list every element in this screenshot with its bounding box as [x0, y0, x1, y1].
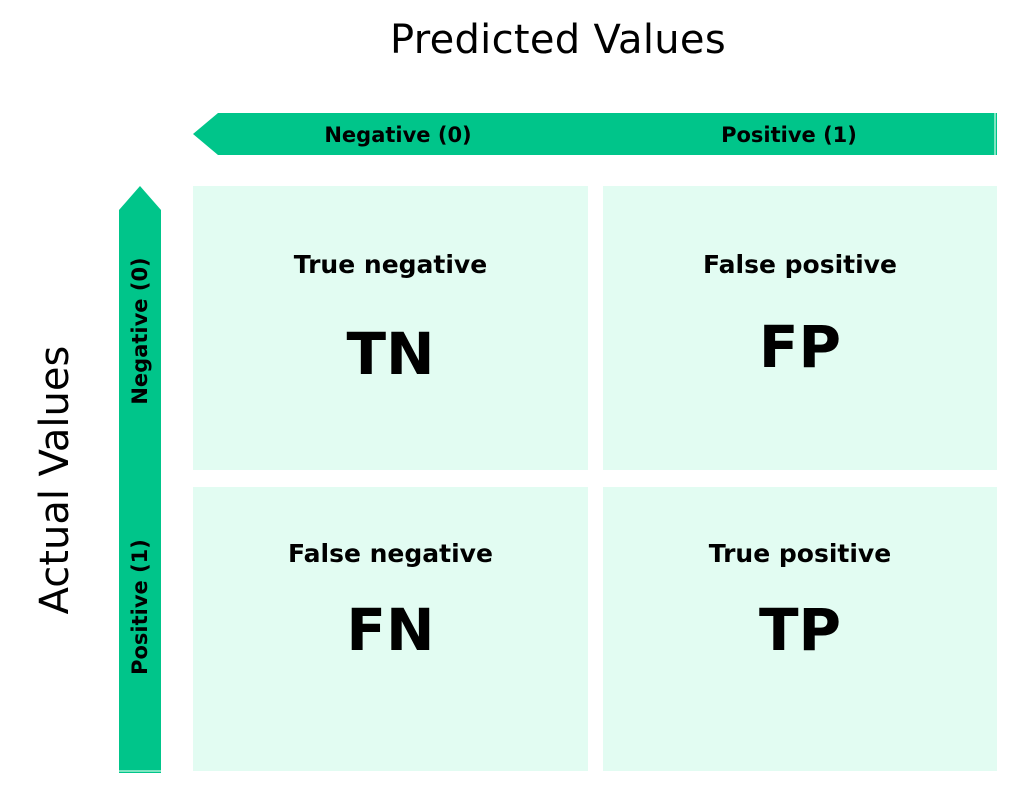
predicted-negative-label: Negative (0)	[324, 123, 472, 147]
cell-abbreviation: TN	[346, 320, 435, 388]
cell-abbreviation: FN	[346, 596, 435, 664]
cell-title: False negative	[288, 539, 493, 568]
cell-title: True negative	[293, 250, 488, 279]
predicted-arrow-shape	[193, 113, 997, 155]
actual-negative-label-text: Negative (0)	[128, 257, 152, 405]
predicted-positive-label: Positive (1)	[721, 123, 857, 147]
actual-values-title-text: Actual Values	[32, 345, 78, 615]
cell-abbreviation: FP	[758, 313, 842, 381]
cell-true-negative: True negative TN	[193, 186, 588, 470]
predicted-axis-arrow	[193, 113, 997, 155]
cell-abbreviation: TP	[758, 596, 842, 664]
cell-false-negative: False negative FN	[193, 487, 588, 771]
predicted-values-title: Predicted Values	[390, 17, 726, 63]
cell-title: True positive	[708, 539, 892, 568]
cell-true-positive: True positive TP	[603, 487, 997, 771]
actual-positive-label-text: Positive (1)	[128, 539, 152, 675]
cell-false-positive: False positive FP	[603, 186, 997, 470]
cell-title: False positive	[703, 250, 897, 279]
